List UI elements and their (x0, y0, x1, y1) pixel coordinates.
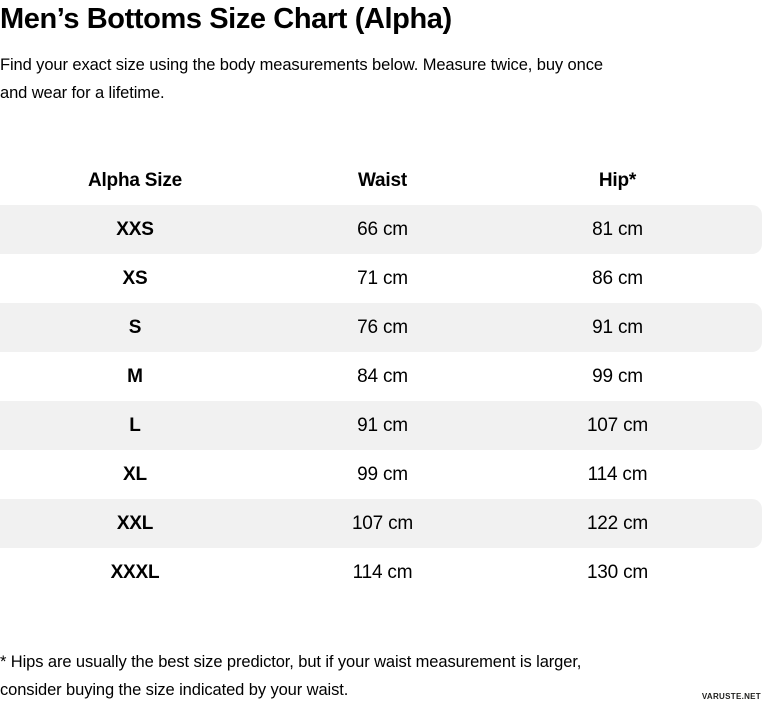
cell-waist: 71 cm (357, 267, 408, 289)
footnote: * Hips are usually the best size predict… (0, 653, 582, 699)
table-header-row: Alpha Size Waist Hip* (0, 156, 764, 205)
watermark: VARUSTE.NET (701, 692, 761, 701)
cell-size: S (128, 316, 142, 338)
page-title: Men’s Bottoms Size Chart (Alpha) (0, 3, 452, 35)
cell-size: XL (123, 463, 147, 485)
cell-size: XXXL (110, 561, 160, 583)
cell-size: XXS (116, 218, 154, 240)
cell-hip: 81 cm (592, 218, 643, 240)
col-header-alpha-size: Alpha Size (87, 169, 183, 191)
cell-hip: 114 cm (587, 463, 648, 485)
cell-waist: 114 cm (352, 561, 413, 583)
table-row: XL 99 cm 114 cm (0, 450, 764, 499)
cell-waist: 91 cm (357, 414, 408, 436)
intro-text: Find your exact size using the body meas… (0, 56, 603, 102)
table-row: XXXL 114 cm 130 cm (0, 548, 764, 597)
table-row: S 76 cm 91 cm (0, 303, 762, 352)
cell-size: XS (122, 267, 148, 289)
cell-hip: 122 cm (586, 512, 649, 534)
cell-waist: 84 cm (357, 365, 408, 387)
cell-hip: 91 cm (592, 316, 643, 338)
size-chart-table: Alpha Size Waist Hip* XXS 66 cm 81 cm XS… (0, 156, 764, 597)
cell-size: L (129, 414, 141, 436)
cell-size: XXL (116, 512, 154, 534)
col-header-waist: Waist (358, 169, 407, 191)
cell-hip: 107 cm (586, 414, 649, 436)
cell-hip: 86 cm (592, 267, 643, 289)
cell-hip: 99 cm (592, 365, 643, 387)
cell-waist: 99 cm (357, 463, 408, 485)
cell-waist: 76 cm (357, 316, 408, 338)
cell-waist: 66 cm (357, 218, 408, 240)
table-row: XS 71 cm 86 cm (0, 254, 764, 303)
cell-waist: 107 cm (351, 512, 414, 534)
table-row: M 84 cm 99 cm (0, 352, 764, 401)
table-row: XXL 107 cm 122 cm (0, 499, 762, 548)
table-row: L 91 cm 107 cm (0, 401, 762, 450)
col-header-hip: Hip* (598, 169, 637, 191)
cell-size: M (127, 365, 143, 387)
cell-hip: 130 cm (586, 561, 649, 583)
table-row: XXS 66 cm 81 cm (0, 205, 762, 254)
